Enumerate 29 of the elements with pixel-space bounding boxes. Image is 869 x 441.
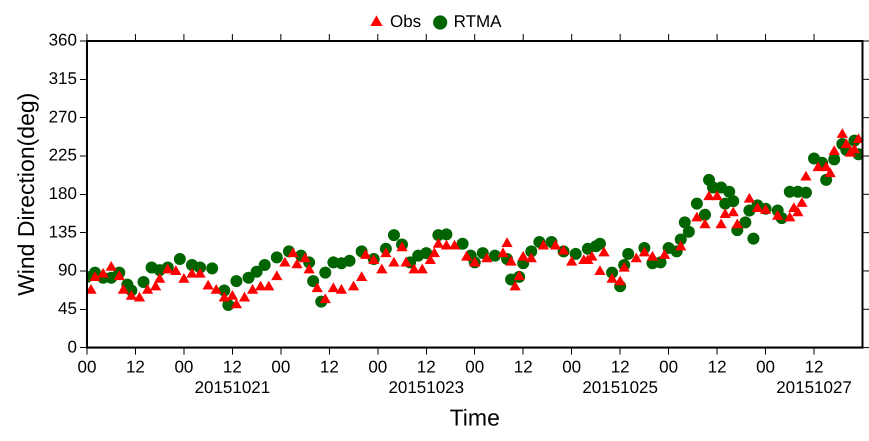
x-tick-label: 00 bbox=[78, 357, 96, 376]
y-tick-label: 315 bbox=[48, 69, 77, 88]
x-tick-label: 00 bbox=[465, 357, 484, 376]
x-tick-label: 12 bbox=[320, 357, 339, 376]
x-tick-label: 12 20151023 bbox=[388, 357, 464, 397]
x-tick-label: 00 bbox=[368, 357, 388, 376]
x-axis-title: Time bbox=[450, 404, 500, 431]
y-axis-title: Wind Direction(deg) bbox=[13, 92, 40, 296]
y-tick-label: 45 bbox=[58, 298, 77, 318]
x-tick-label: 12 20151027 bbox=[776, 357, 852, 397]
x-tick-label: 00 bbox=[659, 357, 678, 376]
y-tick-label: 0 bbox=[67, 337, 77, 356]
x-tick-label: 00 bbox=[174, 357, 194, 376]
x-tick-label: 00 bbox=[562, 357, 582, 376]
y-tick-label: 360 bbox=[48, 30, 77, 50]
y-tick-label: 270 bbox=[48, 107, 77, 126]
y-tick-label: 90 bbox=[58, 260, 77, 280]
y-tick-label: 225 bbox=[48, 146, 77, 165]
y-tick-label: 135 bbox=[48, 222, 77, 242]
x-tick-label: 12 bbox=[708, 357, 727, 376]
x-tick-label: 00 bbox=[756, 357, 776, 376]
legend-label: Obs bbox=[390, 12, 422, 32]
x-tick-label: 12 20151025 bbox=[582, 357, 658, 397]
x-tick-label: 12 20151021 bbox=[194, 357, 270, 397]
x-tick-label: 00 bbox=[271, 357, 290, 376]
x-tick-label: 12 bbox=[514, 357, 533, 376]
legend-label: RTMA bbox=[454, 12, 502, 32]
y-tick-label: 180 bbox=[48, 184, 77, 203]
x-tick-label: 12 bbox=[126, 357, 145, 376]
